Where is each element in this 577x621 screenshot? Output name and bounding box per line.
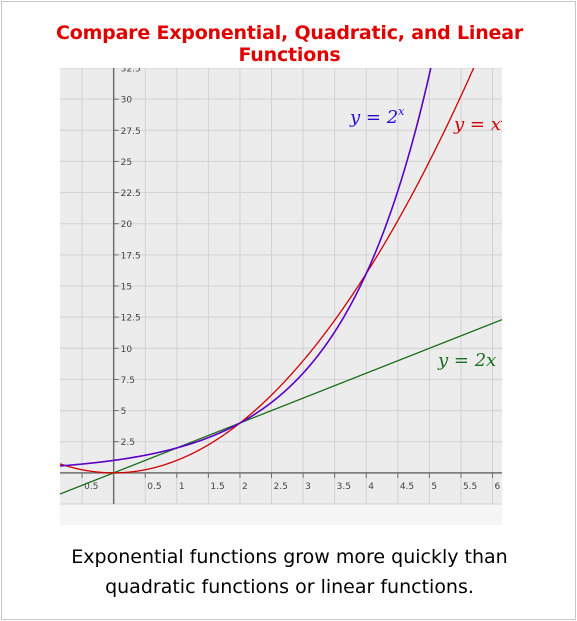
caption: Exponential functions grow more quickly …	[2, 542, 577, 602]
lower-strip	[60, 504, 502, 525]
caption-line-1: Exponential functions grow more quickly …	[71, 546, 508, 568]
y-tick-label: 25	[121, 158, 132, 168]
y-tick-label: 30	[121, 96, 133, 106]
x-tick-label: 6	[495, 482, 501, 492]
y-tick-label: 20	[121, 220, 133, 230]
x-tick-label: 3.5	[337, 482, 351, 492]
x-tick-label: 2	[242, 482, 248, 492]
x-tick-label: 3	[305, 482, 311, 492]
x-tick-label: 1	[179, 482, 185, 492]
y-tick-label: 32.5	[121, 68, 141, 75]
y-tick-label: 10	[121, 345, 133, 355]
y-tick-label: 5	[121, 407, 127, 417]
label-exponential: y = 2x	[349, 105, 405, 128]
series-quadratic-line	[60, 68, 475, 474]
x-tick-label: 5.5	[463, 482, 477, 492]
chart-area: 2.5 5 7.5 10 12.5 15 17.5 20 22.5 25 27.5 30 32.5 0.5…	[60, 68, 502, 525]
y-tick-label: 22.5	[121, 189, 141, 199]
y-tick-label: 17.5	[121, 251, 141, 261]
y-tick-label: 7.5	[121, 376, 135, 386]
series-linear-line	[60, 319, 502, 495]
y-tick-label: 2.5	[121, 438, 135, 448]
y-tick-label: 27.5	[121, 127, 141, 137]
series-exponential-line	[60, 68, 432, 467]
y-tick-label: 15	[121, 283, 132, 293]
y-tick-label: 12.5	[121, 314, 141, 324]
label-quadratic: y = x2	[453, 112, 502, 135]
caption-line-2: quadratic functions or linear functions.	[105, 576, 474, 598]
page-title: Compare Exponential, Quadratic, and Line…	[55, 22, 524, 66]
x-tick-label: 2.5	[274, 482, 288, 492]
x-tick-label: 1.5	[210, 482, 224, 492]
function-chart: 2.557.51012.51517.52022.52527.53032.50.5…	[60, 68, 502, 525]
x-tick-label: 0.5	[84, 482, 98, 492]
x-tick-label: 4.5	[400, 482, 414, 492]
x-tick-label: 0.5	[147, 482, 161, 492]
x-tick-label: 5	[431, 482, 437, 492]
label-linear: y = 2x	[437, 350, 496, 371]
x-tick-label: 4	[368, 482, 374, 492]
